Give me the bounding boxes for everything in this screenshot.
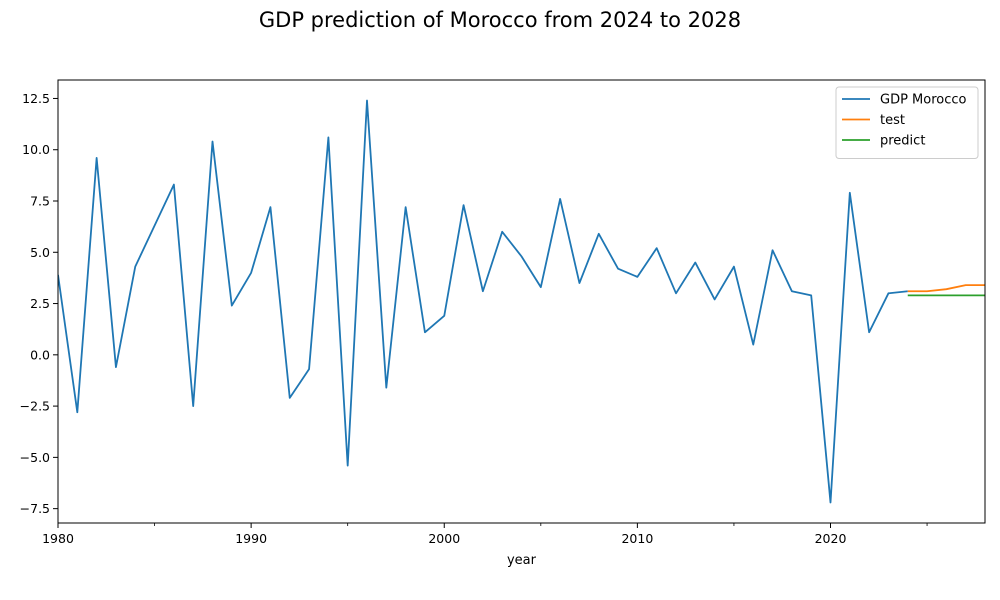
y-axis: −7.5 −5.0 −2.5 0.0 2.5 5.0 7.5 10.0 12.5 <box>20 91 58 516</box>
y-tick-label: 0.0 <box>30 347 50 362</box>
y-tick-label: 10.0 <box>22 142 50 157</box>
legend-label: predict <box>880 134 925 149</box>
y-tick-label: 7.5 <box>30 194 50 209</box>
x-tick-label: 1980 <box>42 531 74 546</box>
y-tick-label: −7.5 <box>20 501 50 516</box>
y-tick-label: −2.5 <box>20 399 50 414</box>
series-layer <box>58 99 985 504</box>
chart-title: GDP prediction of Morocco from 2024 to 2… <box>258 8 742 32</box>
x-axis: 1980 1990 2000 2010 2020 <box>42 523 928 546</box>
x-tick-label: 2010 <box>621 531 653 546</box>
x-axis-label: year <box>507 553 537 568</box>
y-tick-label: 2.5 <box>30 296 50 311</box>
legend-box <box>835 86 979 159</box>
legend-label: GDP Morocco <box>880 93 967 108</box>
legend: GDP Morocco test predict <box>835 86 979 159</box>
x-tick-label: 1990 <box>235 531 267 546</box>
series-line-test <box>907 284 985 293</box>
x-tick-label: 2020 <box>815 531 847 546</box>
y-tick-label: 5.0 <box>30 245 50 260</box>
x-tick-label: 2000 <box>428 531 460 546</box>
y-tick-label: −5.0 <box>20 450 50 465</box>
series-line-gdp-morocco <box>58 99 908 504</box>
plot-frame <box>57 79 986 524</box>
legend-label: test <box>880 113 905 128</box>
y-tick-label: 12.5 <box>22 91 50 106</box>
